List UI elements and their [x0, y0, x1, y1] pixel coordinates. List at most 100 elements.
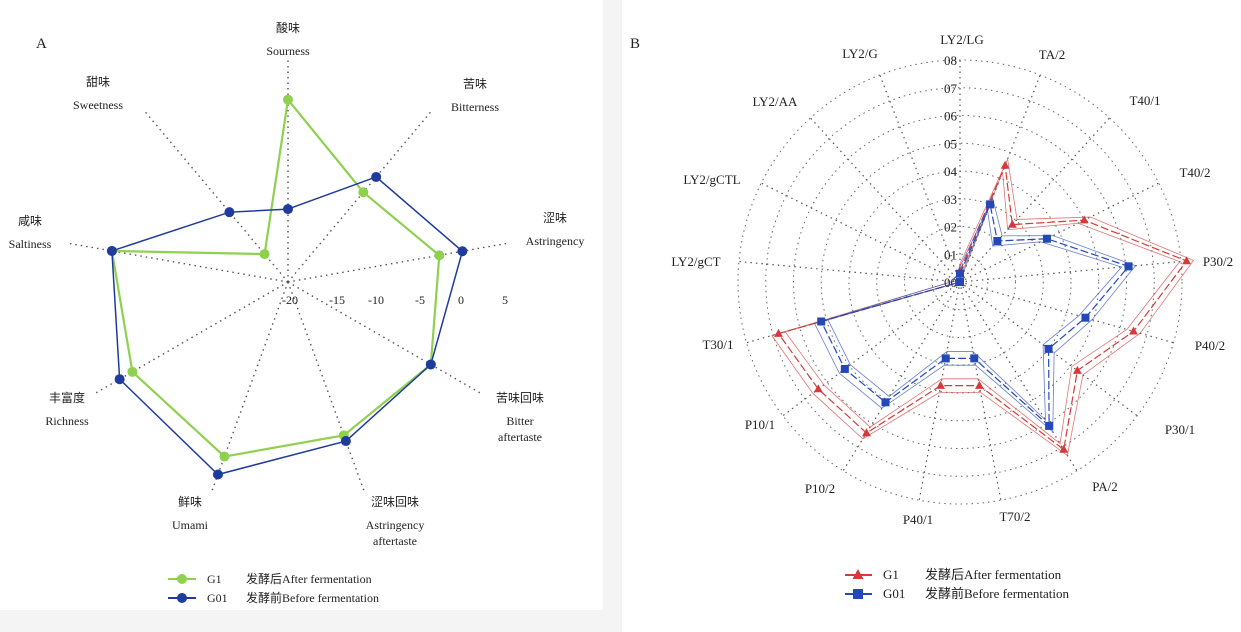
data-point-g1 — [862, 428, 871, 437]
legend-marker — [177, 574, 187, 584]
axis-label: T40/2 — [1179, 165, 1210, 180]
series-line-g1 — [777, 163, 1188, 451]
series-band-g1 — [771, 157, 1195, 457]
series-band-g01 — [827, 209, 1123, 421]
tick-label: 08 — [944, 53, 957, 68]
grid-circle — [765, 87, 1155, 477]
data-point-g01 — [941, 354, 950, 363]
data-point-g01 — [1124, 262, 1133, 271]
data-point-g1 — [358, 187, 369, 198]
tick-label: 02 — [944, 220, 957, 235]
tick-label: -10 — [368, 293, 384, 307]
data-point-g01 — [114, 374, 125, 385]
axis-label-en: Saltiness — [9, 237, 52, 251]
legend-series-label: 发酵后After fermentation — [925, 567, 1062, 582]
axis-label: TA/2 — [1039, 47, 1065, 62]
data-point-g1 — [1129, 326, 1138, 335]
grid-spoke — [959, 260, 1182, 283]
axis-label-zh: 咸味 — [18, 214, 42, 228]
grid-spoke — [959, 182, 1159, 283]
data-point-g01 — [970, 354, 979, 363]
data-point-g1 — [1059, 444, 1069, 453]
grid-spoke — [959, 281, 1002, 501]
axis-label-en: aftertaste — [498, 430, 542, 444]
axis-label: P10/2 — [805, 481, 835, 496]
axis-label: P30/1 — [1165, 422, 1195, 437]
axis-label-en: Sourness — [266, 44, 310, 58]
grid-spoke — [809, 117, 961, 283]
tick-label: 0 — [458, 293, 464, 307]
data-point-g1 — [283, 94, 293, 105]
axis-label-en: Richness — [45, 414, 89, 428]
data-point-g01 — [283, 204, 293, 215]
axis-label-zh: 丰富度 — [49, 390, 85, 405]
legend-series-name: G1 — [207, 572, 222, 586]
grid-spoke — [738, 260, 961, 283]
tick-label: 04 — [944, 164, 958, 179]
axis-label: P40/1 — [903, 512, 933, 527]
panel-label-a: A — [36, 36, 47, 52]
legend-series-label: 发酵前Before fermentation — [925, 586, 1070, 601]
grid-spoke — [287, 281, 366, 494]
grid-spoke — [210, 281, 289, 494]
data-point-g01 — [1042, 234, 1051, 243]
data-point-g1 — [1182, 256, 1191, 265]
tick-label: -5 — [415, 293, 425, 307]
legend-marker — [852, 569, 864, 579]
grid-spoke — [287, 242, 510, 283]
grid-spoke — [918, 281, 961, 501]
axis-label-en: Bitterness — [451, 100, 499, 114]
tick-label: 07 — [944, 81, 958, 96]
data-point-g01 — [817, 317, 826, 326]
panel-label-b: B — [630, 36, 640, 52]
tick-label: -15 — [329, 293, 345, 307]
data-point-g01 — [881, 398, 890, 407]
legend-marker — [853, 589, 863, 599]
grid-spoke — [92, 281, 289, 396]
data-point-g1 — [936, 380, 946, 389]
data-point-g1 — [974, 380, 984, 389]
series-line-g1 — [110, 97, 441, 458]
grid-spoke — [842, 281, 961, 472]
axis-label: LY2/gCT — [671, 254, 720, 269]
grid-spoke — [287, 109, 434, 283]
grid-circle — [904, 226, 1016, 338]
axis-label-en: Astringency — [366, 518, 425, 532]
grid-spoke — [66, 242, 289, 283]
axis-label-zh: 酸味 — [276, 20, 300, 35]
legend-series-name: G01 — [883, 586, 905, 601]
legend-series-name: G01 — [207, 591, 228, 605]
data-point-g1 — [219, 451, 230, 462]
data-point-g01 — [1081, 313, 1090, 322]
panel-b — [622, 0, 1241, 632]
axis-label: LY2/gCTL — [683, 172, 740, 187]
data-point-g1 — [127, 366, 138, 377]
data-point-g01 — [425, 359, 436, 370]
axis-label-zh: 涩味回味 — [371, 494, 419, 509]
axis-label: LY2/AA — [753, 94, 799, 109]
data-point-g1 — [434, 250, 445, 261]
axis-label: LY2/LG — [940, 32, 983, 47]
data-point-g01 — [224, 207, 235, 218]
grid-circle — [793, 115, 1127, 449]
panel-a — [0, 0, 603, 610]
axis-label-zh: 苦味回味 — [496, 391, 544, 405]
axis-label-zh: 苦味 — [463, 77, 487, 91]
axis-label: P40/2 — [1195, 338, 1225, 353]
grid-spoke — [959, 281, 1174, 344]
data-point-g01 — [340, 436, 351, 447]
axis-label: PA/2 — [1092, 479, 1118, 494]
series-line-g01 — [111, 176, 464, 476]
tick-label: 01 — [944, 247, 957, 262]
legend-marker — [177, 593, 187, 603]
series-band-g1 — [784, 171, 1181, 445]
data-point-g1 — [1079, 215, 1089, 224]
axis-label-en: Sweetness — [73, 98, 123, 112]
axis-label-en: Umami — [172, 518, 209, 532]
tick-label: 03 — [944, 192, 957, 207]
data-point-g01 — [106, 245, 117, 256]
data-point-g01 — [1044, 344, 1053, 353]
axis-label: T40/1 — [1129, 93, 1160, 108]
tick-label: -20 — [282, 293, 298, 307]
